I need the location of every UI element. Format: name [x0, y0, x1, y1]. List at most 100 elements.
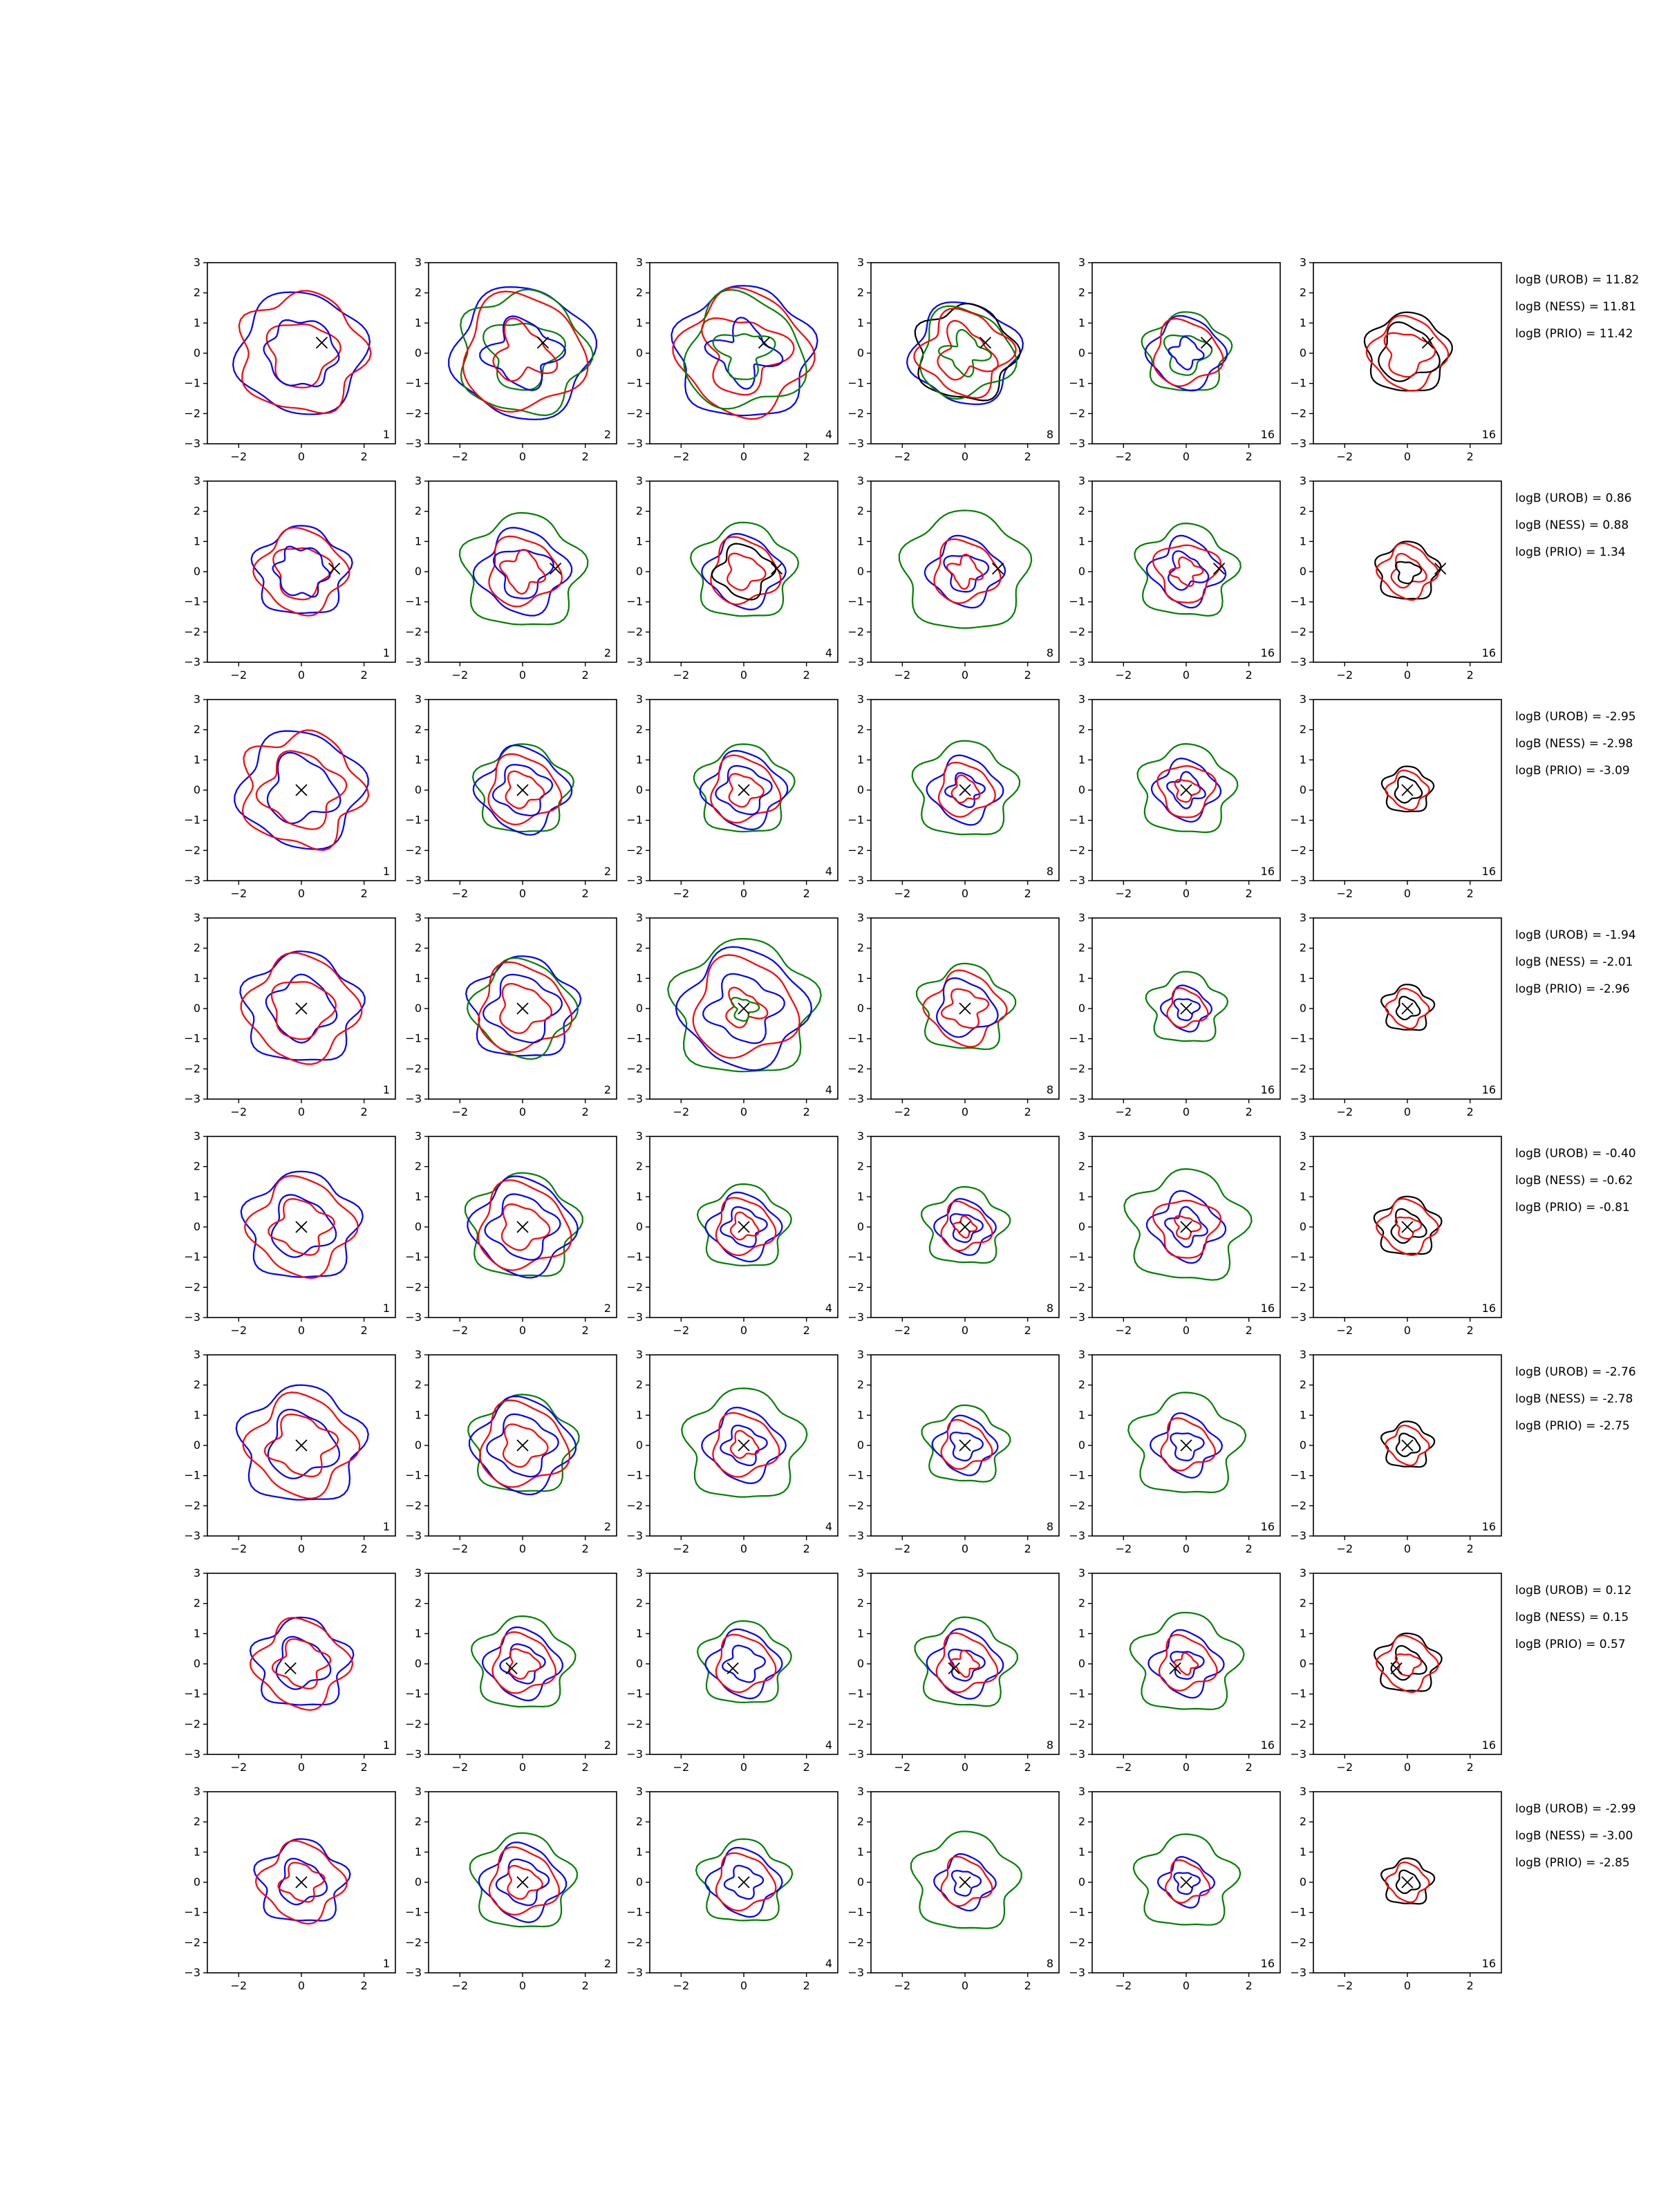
- contour-green-1: [469, 1832, 579, 1928]
- y-tick-label: −3: [847, 1529, 864, 1542]
- x-tick-label: 0: [740, 668, 747, 682]
- y-tick-label: 3: [857, 911, 864, 924]
- contour-red-3: [940, 1418, 993, 1470]
- y-tick-label: −2: [847, 1280, 864, 1293]
- contour-green-1: [1127, 1391, 1247, 1493]
- y-tick-label: 2: [857, 505, 864, 518]
- logb-label: logB (NESS) = -2.78: [1515, 1392, 1633, 1406]
- contour-red-3: [692, 954, 800, 1059]
- y-tick-label: −2: [847, 1717, 864, 1730]
- y-tick-label: 0: [857, 1220, 864, 1233]
- panel-corner-label: 4: [825, 646, 832, 659]
- x-tick-label: 0: [1404, 1105, 1411, 1118]
- y-tick-label: 2: [194, 1378, 200, 1391]
- logb-annotations-row-2: logB (UROB) = 0.86 logB (NESS) = 0.88 logB…: [1515, 491, 1631, 559]
- axes-frame: [428, 480, 617, 663]
- true-value-marker: [738, 1002, 750, 1015]
- contour-green-1: [921, 1404, 1011, 1483]
- contour-blue-1: [249, 1616, 355, 1706]
- y-tick-label: −1: [847, 1250, 864, 1264]
- x-tick-label: 0: [1183, 887, 1190, 900]
- contour-black-1: [1363, 311, 1453, 392]
- y-tick-label: 1: [194, 971, 200, 984]
- x-tick-label: 2: [361, 1542, 368, 1555]
- y-tick-label: −3: [847, 437, 864, 450]
- logb-label: logB (PRIO) = -2.96: [1515, 982, 1630, 996]
- x-tick-label: 2: [1467, 1761, 1474, 1774]
- panel-corner-label: 8: [1047, 1520, 1053, 1533]
- contour-red-5: [508, 1648, 541, 1680]
- x-tick-label: 2: [1246, 450, 1253, 463]
- contour-red-5: [950, 774, 981, 804]
- y-tick-label: −1: [626, 814, 643, 827]
- x-tick-label: −2: [452, 887, 469, 900]
- y-tick-label: 1: [415, 316, 422, 329]
- true-value-marker: [1180, 784, 1192, 796]
- true-value-marker: [516, 1876, 529, 1888]
- x-tick-label: 0: [740, 1324, 747, 1337]
- y-tick-label: −3: [626, 655, 643, 668]
- y-tick-label: −1: [184, 1687, 200, 1700]
- y-tick-label: 1: [857, 534, 864, 547]
- y-tick-label: −3: [847, 1311, 864, 1324]
- panel-corner-label: 16: [1261, 428, 1275, 441]
- y-tick-label: −2: [1290, 1936, 1306, 1949]
- contour-green-1: [472, 743, 574, 833]
- panel-r3-c2: 3 2 1 0 −1 −2 −3 −2 0 2 2: [405, 693, 617, 900]
- y-tick-label: 0: [636, 1220, 643, 1233]
- x-tick-label: 2: [582, 668, 589, 682]
- contour-red-3: [1152, 318, 1224, 387]
- contour-green-6: [730, 997, 760, 1022]
- y-tick-label: −1: [626, 1469, 643, 1482]
- y-tick-label: 3: [194, 1785, 200, 1798]
- true-value-marker: [1180, 1221, 1192, 1233]
- y-tick-label: −2: [1290, 625, 1306, 638]
- y-tick-label: 3: [636, 911, 643, 924]
- x-tick-label: −2: [1337, 1979, 1353, 1992]
- contour-red-2: [240, 952, 363, 1065]
- y-tick-label: 0: [636, 1002, 643, 1015]
- x-tick-label: 2: [1246, 887, 1253, 900]
- contour-blue-2: [1145, 534, 1227, 609]
- contour-green-1: [910, 1830, 1022, 1929]
- x-tick-label: −2: [894, 450, 911, 463]
- x-tick-label: 0: [962, 1979, 968, 1992]
- contour-red-3: [491, 1631, 556, 1694]
- true-value-marker: [1401, 1876, 1414, 1888]
- y-tick-label: −3: [184, 437, 200, 450]
- contour-blue-2: [931, 1414, 999, 1477]
- contour-black-3: [1395, 995, 1421, 1020]
- y-tick-label: 2: [1300, 1378, 1306, 1391]
- y-tick-label: −1: [1069, 814, 1085, 827]
- contour-blue-5: [479, 315, 566, 391]
- x-tick-label: 0: [962, 887, 968, 900]
- contour-black-4: [711, 543, 777, 601]
- logb-label: logB (UROB) = -2.99: [1515, 1802, 1636, 1816]
- y-tick-label: −3: [847, 655, 864, 668]
- y-tick-label: 2: [1078, 941, 1085, 955]
- panel-corner-label: 16: [1261, 1302, 1275, 1315]
- y-tick-label: −1: [1069, 1469, 1085, 1482]
- contour-blue-1: [232, 291, 371, 415]
- contour-blue-4: [950, 1870, 982, 1897]
- y-tick-label: −2: [184, 1280, 200, 1293]
- contour-blue-1: [240, 1170, 364, 1278]
- y-tick-label: 3: [1300, 1130, 1306, 1143]
- contour-red-4: [1394, 1216, 1423, 1240]
- y-tick-label: 2: [415, 941, 422, 955]
- y-tick-label: 3: [1078, 256, 1085, 269]
- contour-red-4: [940, 988, 990, 1029]
- x-tick-label: −2: [894, 668, 911, 682]
- logb-annotations-row-3: logB (UROB) = -2.95 logB (NESS) = -2.98 lo…: [1515, 710, 1636, 778]
- contour-blue-2: [1144, 315, 1228, 392]
- x-tick-label: −2: [1116, 668, 1132, 682]
- y-tick-label: −1: [1069, 1250, 1085, 1264]
- y-tick-label: 1: [636, 534, 643, 547]
- y-tick-label: −2: [405, 1936, 422, 1949]
- true-value-marker: [1212, 562, 1226, 575]
- x-tick-label: −2: [1337, 887, 1353, 900]
- x-tick-label: 0: [962, 1105, 968, 1118]
- contour-red-5: [729, 1211, 760, 1241]
- contour-blue-4: [720, 1425, 768, 1466]
- contour-black-3: [1395, 1869, 1421, 1894]
